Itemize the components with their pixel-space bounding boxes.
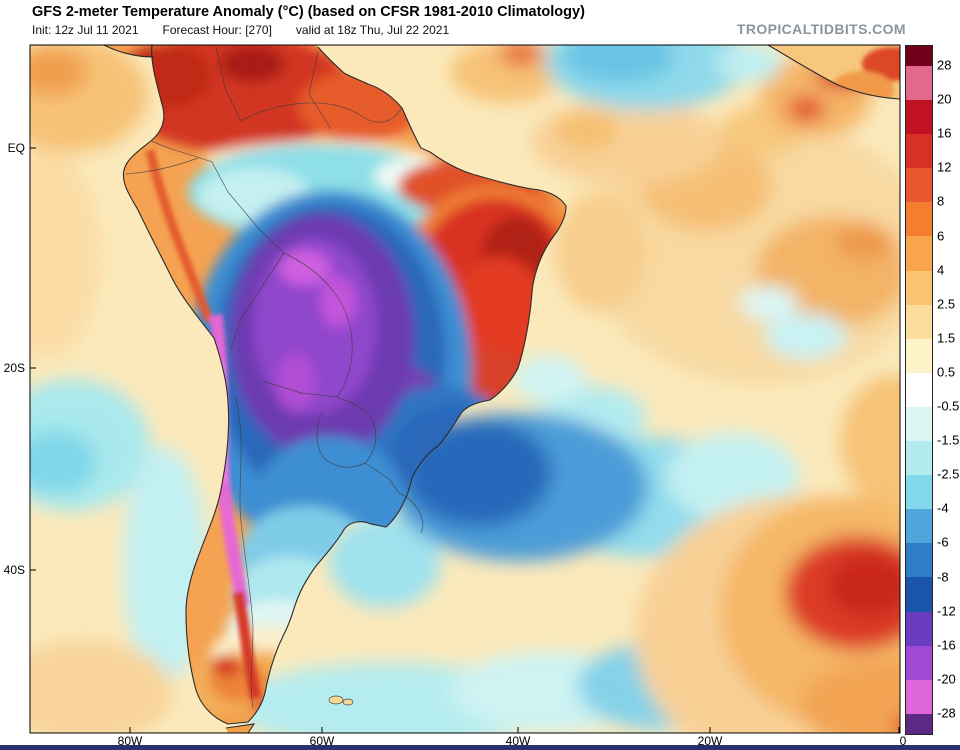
colorbar-tick-label: 4 <box>937 262 945 278</box>
colorbar-tick-label: -6 <box>937 534 949 550</box>
falkland-islands <box>328 695 354 706</box>
lon-tick-label: 40W <box>505 734 531 748</box>
colorbar-tick-label: -8 <box>937 569 949 585</box>
colorbar-tick-label: 28 <box>937 57 952 73</box>
colorbar-segment <box>906 372 932 407</box>
lat-tick-label: 20S <box>3 361 25 375</box>
lon-tick-label: 80W <box>117 734 143 748</box>
lon-tick-label: 20W <box>697 734 723 748</box>
ocean-anomaly-layer <box>30 45 900 733</box>
lat-tick-label: EQ <box>7 141 25 155</box>
colorbar-segment <box>906 509 932 544</box>
colorbar-segment <box>906 236 932 271</box>
colorbar-tick-label: -1.5 <box>937 432 960 448</box>
init-time: Init: 12z Jul 11 2021 <box>32 23 139 37</box>
lat-axis: EQ 20S 40S <box>0 0 27 750</box>
colorbar-labels: 28 20 16 12 8 6 4 2.5 1.5 0.5 -0.5 -1.5 -2.5 -4 -6 -8 -1… <box>937 45 960 733</box>
colorbar-tick-label: -16 <box>937 637 956 653</box>
colorbar-segment <box>906 100 932 135</box>
coastline <box>103 45 567 733</box>
colorbar-tick-label: 16 <box>937 125 952 141</box>
country-borders <box>125 46 424 709</box>
footer-bar <box>0 745 960 750</box>
map-title: GFS 2-meter Temperature Anomaly (°C) (ba… <box>32 4 585 20</box>
colorbar <box>905 45 933 735</box>
colorbar-segment <box>906 304 932 339</box>
forecast-hour: Forecast Hour: [270] <box>162 23 272 37</box>
colorbar-segment <box>906 202 932 237</box>
colorbar-segment <box>906 441 932 476</box>
lon-tick-label: 60W <box>309 734 335 748</box>
colorbar-segment <box>906 270 932 305</box>
colorbar-segment <box>906 577 932 612</box>
colorbar-segment <box>906 475 932 510</box>
colorbar-segment <box>906 611 932 646</box>
colorbar-tick-label: -4 <box>937 500 949 516</box>
map-border <box>29 44 901 734</box>
colorbar-tick-label: 12 <box>937 159 952 175</box>
colorbar-tick-label: -12 <box>937 603 956 619</box>
colorbar-tick-label: 6 <box>937 228 945 244</box>
colorbar-tick-label: -20 <box>937 671 956 687</box>
colorbar-segment <box>906 168 932 203</box>
colorbar-segment <box>906 338 932 373</box>
colorbar-segment <box>906 406 932 442</box>
run-info-row: Init: 12z Jul 11 2021 Forecast Hour: [270… <box>32 23 473 37</box>
colorbar-tick-label: 2.5 <box>937 296 956 312</box>
lat-tick-label: 40S <box>3 563 25 577</box>
colorbar-segment <box>906 66 932 101</box>
site-watermark: TROPICALTIDBITS.COM <box>736 21 906 37</box>
colorbar-segment <box>906 645 932 680</box>
colorbar-tick-label: 0.5 <box>937 364 956 380</box>
colorbar-tick-label: -2.5 <box>937 466 960 482</box>
colorbar-tick-label: -28 <box>937 705 956 721</box>
colorbar-tick-label: 20 <box>937 91 952 107</box>
lon-tick-label: 0 <box>899 734 907 748</box>
land-anomaly-layer <box>104 45 566 733</box>
axis-ticks <box>30 147 900 733</box>
lon-axis: 80W 60W 40W 20W 0 <box>0 734 960 748</box>
valid-time: valid at 18z Thu, Jul 22 2021 <box>295 23 450 37</box>
colorbar-segment <box>906 134 932 169</box>
colorbar-segment <box>906 713 932 734</box>
colorbar-tick-label: -0.5 <box>937 398 960 414</box>
colorbar-tick-label: 1.5 <box>937 330 956 346</box>
colorbar-segment <box>906 46 932 66</box>
colorbar-segment <box>906 679 932 714</box>
colorbar-tick-label: 8 <box>937 193 945 209</box>
colorbar-segment <box>906 543 932 578</box>
